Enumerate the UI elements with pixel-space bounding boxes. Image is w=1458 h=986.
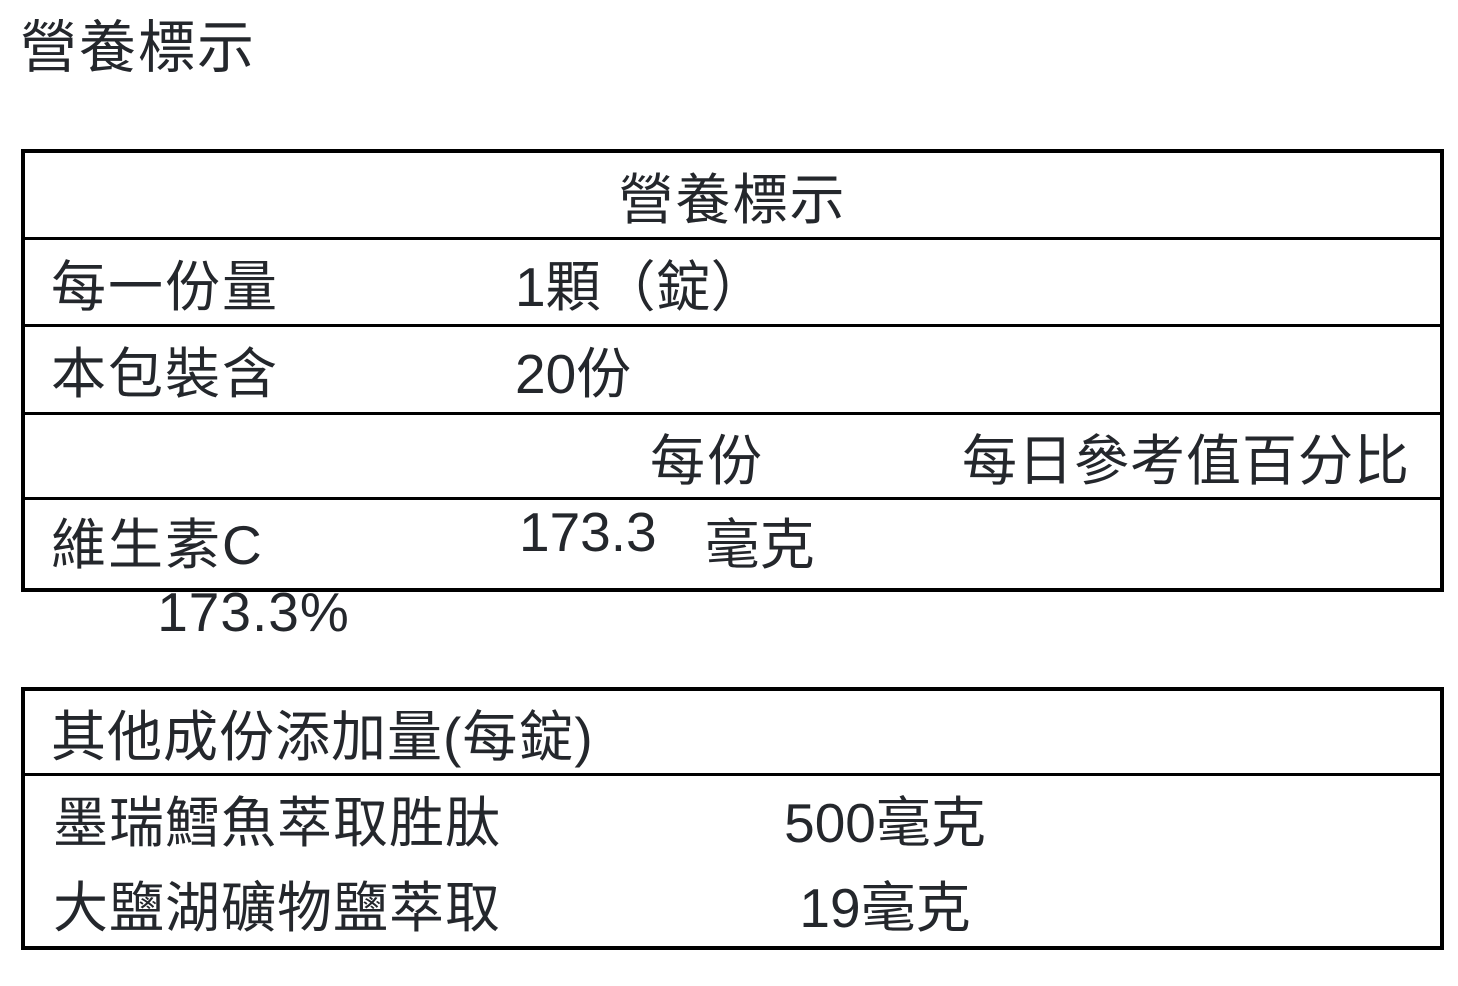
nutrient-daily-value: 173.3% [157, 580, 350, 643]
nutrient-name: 維生素C [51, 513, 264, 576]
ingredient-amount: 500毫克 [784, 792, 986, 855]
daily-value-header: 每日參考值百分比 [961, 429, 1410, 492]
serving-size-row: 每一份量 1顆（錠） [25, 236, 1440, 324]
servings-label: 本包裝含 [51, 343, 280, 406]
ingredient-row: 大鹽湖礦物鹽萃取 19毫克 [25, 861, 1440, 946]
table-row: 維生素C 173.3 毫克 173.3% [25, 496, 1440, 643]
servings-value: 20份 [515, 343, 632, 406]
other-ingredients-body: 墨瑞鱈魚萃取胜肽 500毫克 大鹽湖礦物鹽萃取 19毫克 [25, 776, 1440, 946]
serving-size-label: 每一份量 [51, 255, 280, 318]
column-headers-row: 每份 每日參考值百分比 [25, 411, 1440, 497]
per-serving-header: 每份 [649, 429, 764, 492]
ingredient-row: 墨瑞鱈魚萃取胜肽 500毫克 [25, 776, 1440, 861]
nutrition-table-title-row: 營養標示 [25, 153, 1440, 237]
nutrition-table: 營養標示 每一份量 1顆（錠） 本包裝含 20份 每份 每日參考值百分比 維生素… [21, 148, 1444, 643]
serving-size-value: 1顆（錠） [515, 255, 766, 318]
servings-per-package-row: 本包裝含 20份 [25, 323, 1440, 412]
nutrient-unit: 毫克 [704, 513, 815, 576]
ingredient-amount: 19毫克 [799, 877, 971, 940]
nutrient-amount-with-unit: 173.3 毫克 [515, 500, 815, 580]
ingredient-name: 墨瑞鱈魚萃取胜肽 [53, 792, 502, 855]
nutrient-amount: 173.3 [519, 500, 657, 563]
nutrition-table-title: 營養標示 [618, 168, 847, 231]
ingredient-name: 大鹽湖礦物鹽萃取 [53, 877, 502, 940]
page-title: 營養標示 [20, 16, 256, 80]
other-ingredients-table: 其他成份添加量(每錠) 墨瑞鱈魚萃取胜肽 500毫克 大鹽湖礦物鹽萃取 19毫克 [21, 686, 1444, 950]
other-ingredients-title: 其他成份添加量(每錠) [25, 691, 1440, 776]
